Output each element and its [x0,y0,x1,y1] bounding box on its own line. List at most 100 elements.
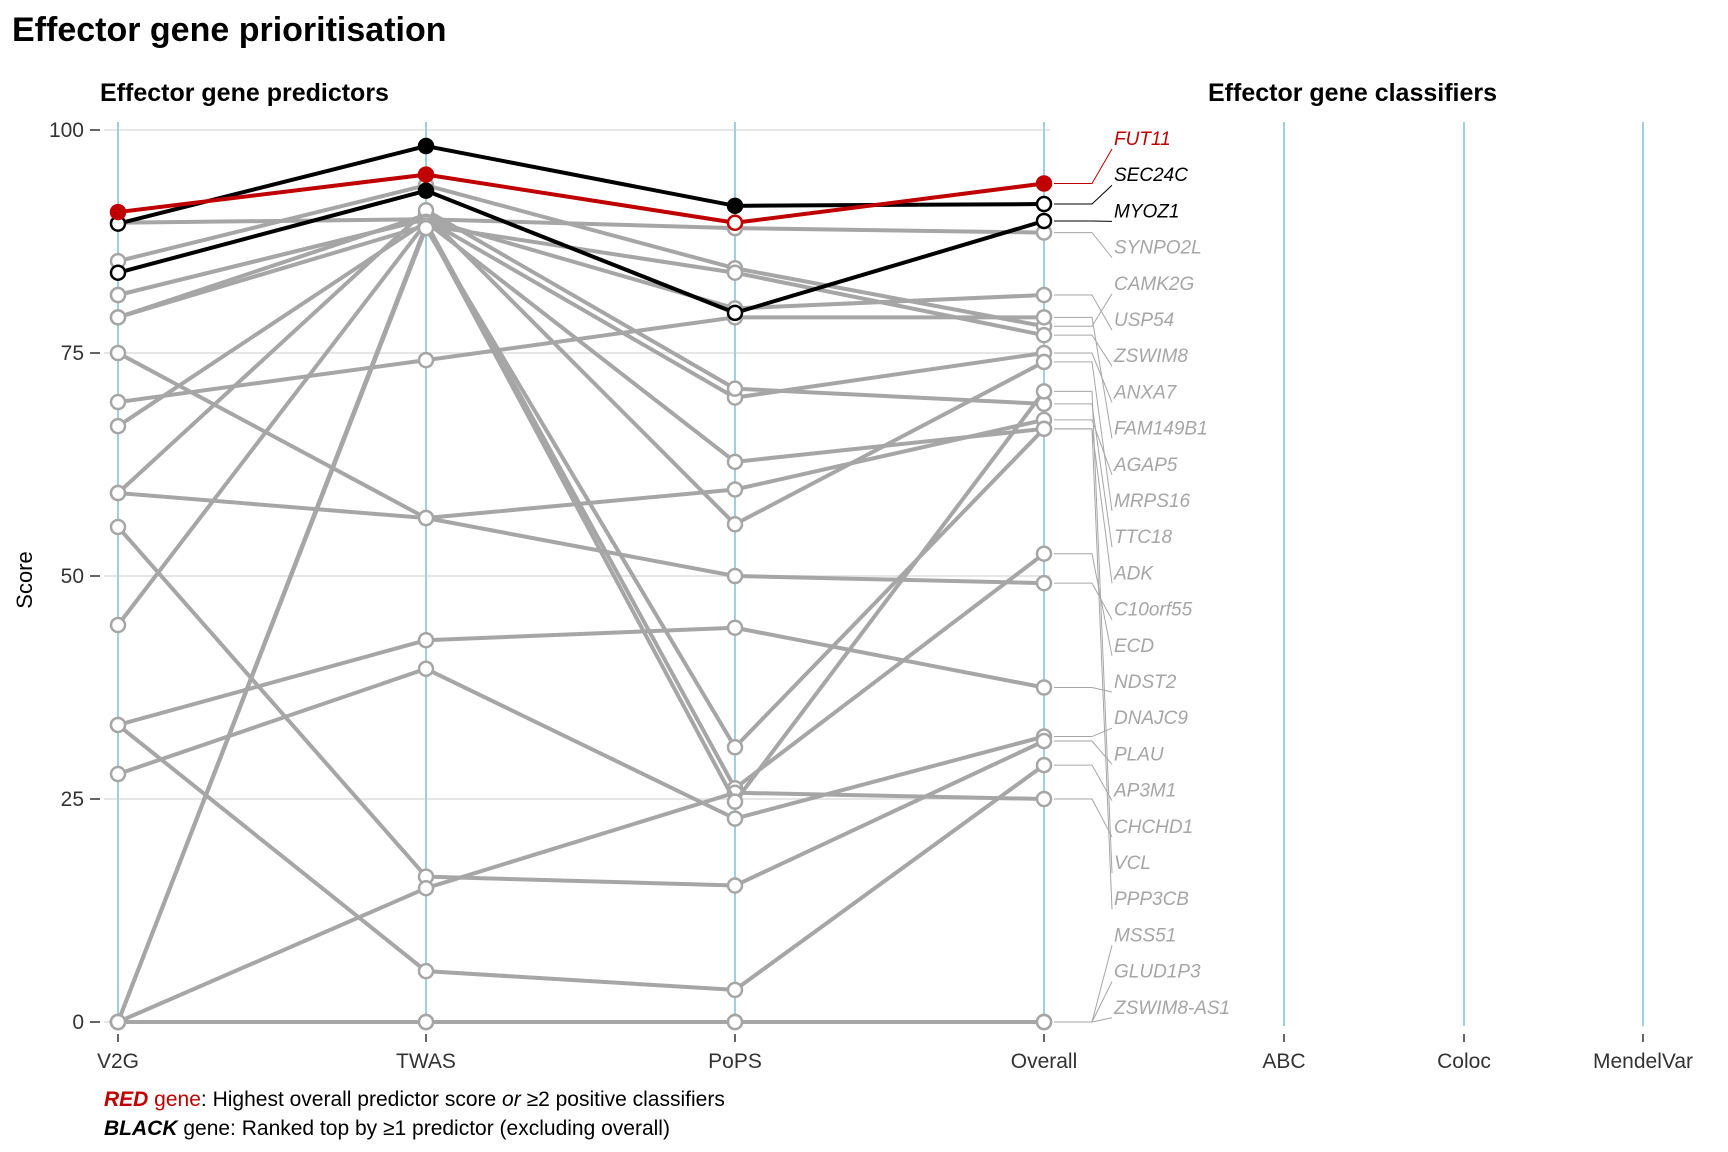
gene-label-c10orf55: C10orf55 [1114,600,1193,621]
point-fam149b1-twas [417,351,435,369]
point-zswim8-as1-overall [1035,1013,1053,1031]
y-axis-title: Score [12,551,37,608]
gene-labels: FUT11 SEC24C MYOZ1 SYNPO2L CAMK2G USP54 ZSWIM8… [1054,129,1230,1023]
gene-label-zswim8-as1: ZSWIM8-AS1 [1113,998,1230,1019]
series-line-ap3m1 [116,723,1046,992]
legend-footnote: RED gene: Highest overall predictor scor… [104,1088,725,1140]
point-chchd1-overall [1035,790,1053,808]
y-tick-label-25: 25 [61,788,84,811]
point-mrps16-v2g [109,309,127,326]
x-tick-label-mendelvar: MendelVar [1593,1050,1693,1073]
point-mrps16-overall [1035,353,1053,371]
point-zswim8-pops [726,264,744,281]
series-line-c10orf55 [117,491,1045,586]
gene-label-ecd: ECD [1114,636,1154,657]
gene-label-ap3m1: AP3M1 [1113,781,1176,802]
footnote-black-word: BLACK [104,1117,179,1140]
gene-label-anxa7: ANXA7 [1113,382,1178,403]
label-connector-ndst2 [1054,687,1113,693]
series-line-sec24c [117,144,1045,226]
footnote-black-line: BLACK gene: Ranked top by ≥1 predictor (… [104,1117,670,1140]
label-connector-ap3m1 [1054,764,1113,801]
series-line-vcl [116,223,1046,1023]
category-axis-lines [117,122,1644,1026]
series-line-ecd [116,220,1046,791]
series-plau [109,518,1053,894]
point-usp54-overall [1035,286,1053,304]
label-connector-dnajc9 [1054,727,1113,738]
point-chchd1-twas [417,879,435,897]
point-myoz1-v2g [109,264,127,281]
point-fut11-v2g [109,203,127,221]
point-agap5-v2g [109,344,127,362]
point-ndst2-pops [726,619,744,636]
series-line-chchd1 [117,790,1045,1024]
gene-label-zswim8: ZSWIM8 [1113,346,1188,367]
point-zswim8-as1-pops [726,1013,744,1031]
series-c10orf55 [109,484,1053,592]
footnote-red-rest2: ≥2 positive classifiers [521,1088,725,1111]
gene-label-chchd1: CHCHD1 [1114,817,1193,838]
label-connector-c10orf55 [1054,582,1113,620]
point-dnajc9-twas [417,660,435,678]
series-line-ndst2 [117,625,1045,727]
chart-title: Effector gene prioritisation [12,11,447,49]
point-c10orf55-overall [1035,574,1053,592]
label-connector-usp54 [1054,294,1113,331]
label-connector-fam149b1 [1054,316,1113,439]
series-line-zswim8 [117,223,1045,338]
gene-label-myoz1: MYOZ1 [1114,201,1179,222]
gene-label-glud1p3: GLUD1P3 [1114,962,1201,983]
point-c10orf55-twas [417,509,435,527]
point-plau-overall [1035,732,1053,750]
footnote-black-rest: gene: Ranked top by ≥1 predictor (exclud… [178,1117,670,1140]
x-axis: V2G TWAS PoPS Overall ABC Coloc MendelVar [97,1034,1693,1073]
point-c10orf55-pops [726,567,744,585]
point-ppp3cb-pops [726,739,744,756]
classifiers-panel-title: Effector gene classifiers [1208,79,1497,107]
gene-label-agap5: AGAP5 [1113,455,1178,476]
series-chchd1 [109,784,1053,1031]
series-ap3m1 [109,716,1053,999]
footnote-red-gene: gene [148,1088,201,1111]
label-connector-agap5 [1054,419,1113,475]
x-tick-label-abc: ABC [1262,1050,1305,1073]
gene-label-fut11: FUT11 [1114,129,1171,150]
point-vcl-pops [726,793,744,810]
x-tick-label-coloc: Coloc [1437,1050,1491,1073]
series-line-myoz1 [117,188,1045,315]
point-ap3m1-pops [726,981,744,999]
series-sec24c [109,137,1053,232]
label-connector-zswim8-as1 [1054,1017,1113,1023]
series-lines [109,137,1053,1031]
point-ppp3cb-overall [1035,420,1053,438]
point-plau-pops [726,877,744,894]
gene-label-dnajc9: DNAJC9 [1114,708,1188,729]
label-connector-vcl [1054,390,1113,874]
point-mrps16-pops [726,516,744,533]
gene-label-ndst2: NDST2 [1114,672,1177,693]
point-sec24c-twas [417,137,435,155]
point-adk-v2g [109,417,127,435]
series-fut11 [109,166,1053,232]
point-ap3m1-twas [417,962,435,980]
point-anxa7-v2g [109,286,127,304]
gene-label-usp54: USP54 [1114,310,1174,331]
point-dnajc9-v2g [109,765,127,783]
point-zswim8-as1-twas [417,1013,435,1031]
label-connector-ttc18 [1054,403,1113,548]
label-connector-ppp3cb [1054,428,1113,910]
label-connector-glud1p3 [1054,981,1113,1023]
gene-label-ppp3cb: PPP3CB [1114,889,1189,910]
point-zswim8-as1-v2g [109,1013,127,1031]
label-connector-mrps16 [1054,361,1113,512]
y-tick-label-100: 100 [49,119,84,142]
series-line-camk2g [117,183,1045,329]
point-vcl-overall [1035,383,1053,400]
point-ttc18-pops [726,380,744,397]
y-tick-label-0: 0 [72,1011,84,1034]
series-line-synpo2l [117,217,1045,235]
gene-label-sec24c: SEC24C [1114,165,1188,186]
point-ecd-overall [1035,545,1053,562]
